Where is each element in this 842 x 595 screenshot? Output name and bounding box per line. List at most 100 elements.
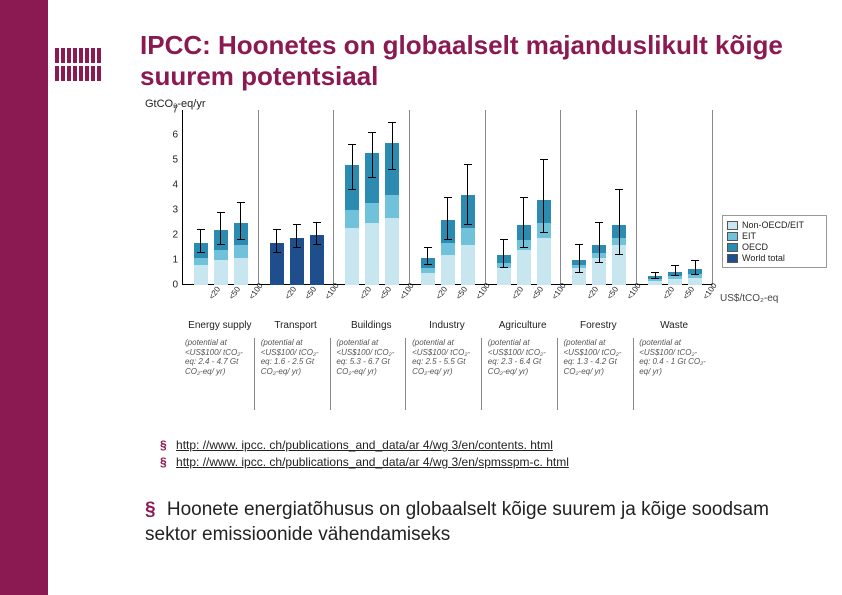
error-cap (651, 278, 659, 279)
chart-legend: Non-OECD/EITEITOECDWorld total (722, 215, 827, 268)
error-cap (691, 260, 699, 261)
sector-note: (potential at <US$100/ tCO₂-eq: 1.3 - 4.… (564, 338, 634, 410)
sector-label: Waste (660, 320, 688, 331)
y-tick: 5 (162, 155, 178, 166)
x-tick: <50 (530, 285, 545, 301)
error-cap (595, 222, 603, 223)
x-tick: <50 (605, 285, 620, 301)
sector-note: (potential at <US$100/ tCO₂-eq: 5.3 - 6.… (336, 338, 406, 410)
x-tick: <20 (585, 285, 600, 301)
error-cap (500, 267, 508, 268)
x-tick: <50 (227, 285, 242, 301)
chart-panel (334, 110, 410, 285)
error-cap (197, 252, 205, 253)
link-item: § http: //www. ipcc. ch/publications_and… (160, 438, 780, 452)
error-cap (293, 224, 301, 225)
bar-segment (194, 265, 208, 285)
error-cap (293, 247, 301, 248)
x-tick: <20 (510, 285, 525, 301)
error-cap (540, 159, 548, 160)
legend-item: Non-OECD/EIT (727, 220, 822, 230)
source-links: § http: //www. ipcc. ch/publications_and… (160, 435, 780, 472)
error-bar (200, 230, 201, 253)
error-cap (237, 239, 245, 240)
y-tick: 3 (162, 205, 178, 216)
bar-segment (365, 223, 379, 286)
logo-mark (55, 48, 107, 84)
legend-swatch (727, 243, 738, 252)
sector-label: Industry (429, 320, 465, 331)
sector-note: (potential at <US$100/ tCO₂-eq: 0.4 - 1 … (639, 338, 709, 410)
error-bar (619, 190, 620, 255)
error-cap (615, 254, 623, 255)
x-tick: <20 (207, 285, 222, 301)
link-text[interactable]: http: //www. ipcc. ch/publications_and_d… (176, 455, 569, 469)
error-cap (313, 244, 321, 245)
error-cap (197, 229, 205, 230)
legend-label: World total (742, 253, 785, 263)
bar-segment (648, 281, 662, 285)
link-item: § http: //www. ipcc. ch/publications_and… (160, 455, 780, 469)
error-bar (352, 145, 353, 190)
chart-plot (182, 110, 712, 285)
bar-segment (688, 278, 702, 286)
error-cap (368, 132, 376, 133)
error-cap (217, 244, 225, 245)
error-cap (464, 224, 472, 225)
sidebar-accent (0, 0, 48, 595)
error-cap (575, 244, 583, 245)
x-tick: <20 (358, 285, 373, 301)
error-cap (520, 197, 528, 198)
sector-label: Buildings (351, 320, 392, 331)
chart-panel (562, 110, 638, 285)
conclusion-text: § Hoonete energiatõhusus on globaalselt … (145, 498, 805, 547)
sector-notes: (potential at <US$100/ tCO₂-eq: 2.4 - 4.… (182, 338, 712, 413)
sector-label: Energy supply (188, 320, 251, 331)
error-bar (543, 160, 544, 233)
bar-segment (517, 250, 531, 285)
sector-label: Forestry (580, 320, 617, 331)
error-cap (348, 189, 356, 190)
error-cap (595, 262, 603, 263)
y-tick: 0 (162, 280, 178, 291)
bar-segment (345, 210, 359, 228)
sector-note: (potential at <US$100/ tCO₂-eq: 2.3 - 6.… (488, 338, 558, 410)
x-tick: <50 (303, 285, 318, 301)
error-cap (540, 232, 548, 233)
legend-label: EIT (742, 231, 756, 241)
error-cap (273, 252, 281, 253)
chart-panel (486, 110, 562, 285)
x-tick: <20 (283, 285, 298, 301)
bar-segment (441, 255, 455, 285)
sector-label: Agriculture (499, 320, 547, 331)
error-bar (467, 165, 468, 225)
error-bar (579, 245, 580, 273)
legend-swatch (727, 221, 738, 230)
bar-segment (461, 245, 475, 285)
slide-title: IPCC: Hoonetes on globaalselt majandusli… (140, 30, 800, 92)
error-cap (615, 189, 623, 190)
chart-panel (259, 110, 335, 285)
error-cap (273, 229, 281, 230)
error-bar (599, 223, 600, 263)
error-cap (444, 197, 452, 198)
legend-label: Non-OECD/EIT (742, 220, 804, 230)
bullet-icon: § (145, 499, 156, 520)
bar-segment (441, 243, 455, 256)
error-bar (316, 223, 317, 246)
x-axis-labels: <20<50<100<20<50<100<20<50<100<20<50<100… (182, 290, 712, 320)
sector-note: (potential at <US$100/ tCO₂-eq: 2.5 - 5.… (412, 338, 482, 410)
error-bar (427, 248, 428, 266)
error-cap (348, 144, 356, 145)
sector-label: Transport (274, 320, 316, 331)
error-cap (575, 272, 583, 273)
error-cap (388, 169, 396, 170)
bar-segment (234, 245, 248, 258)
sector-note: (potential at <US$100/ tCO₂-eq: 1.6 - 2.… (261, 338, 331, 410)
bullet-icon: § (160, 455, 167, 469)
link-text[interactable]: http: //www. ipcc. ch/publications_and_d… (176, 438, 553, 452)
error-cap (424, 264, 432, 265)
error-cap (671, 275, 679, 276)
bar-segment (668, 279, 682, 285)
bar-segment (648, 279, 662, 282)
